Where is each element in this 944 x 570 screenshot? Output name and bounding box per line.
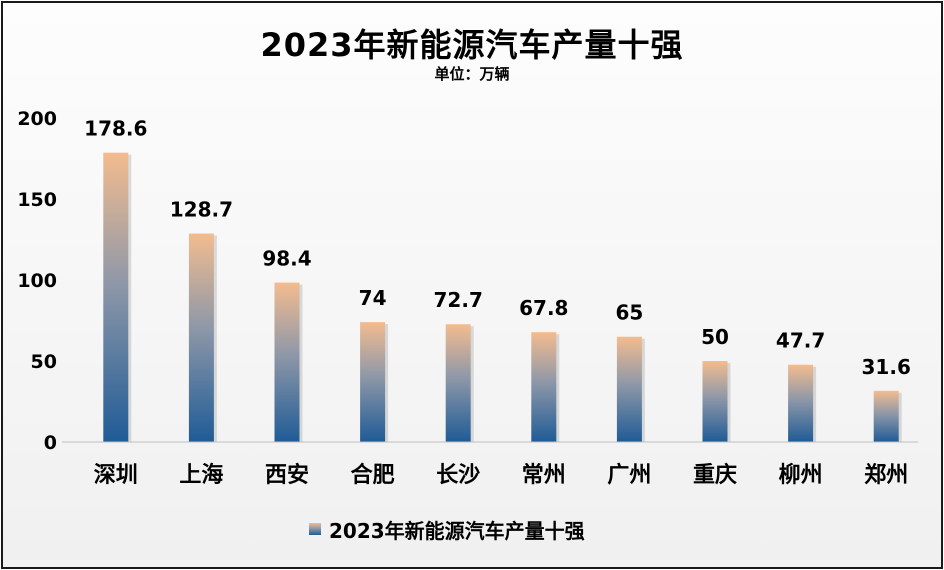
y-tick-label: 100 <box>17 270 57 292</box>
data-label: 178.6 <box>84 117 147 141</box>
y-tick-label: 200 <box>17 108 57 130</box>
bar-合肥 <box>360 322 386 442</box>
x-tick-label: 深圳 <box>94 463 138 488</box>
bar-上海 <box>188 233 214 442</box>
bar-series <box>103 152 902 442</box>
bar-郑州 <box>873 390 899 442</box>
x-tick-label: 柳州 <box>779 462 823 488</box>
bar-西安 <box>274 282 300 442</box>
x-tick-label: 重庆 <box>693 462 737 488</box>
bar-长沙 <box>445 324 471 442</box>
bar-广州 <box>616 336 642 442</box>
y-axis: 0 50 100 150 200 <box>17 108 57 454</box>
data-label: 128.7 <box>170 198 233 222</box>
y-tick-label: 50 <box>31 351 57 373</box>
data-label: 74 <box>359 286 387 310</box>
chart-subtitle: 单位：万辆 <box>434 65 510 83</box>
bar-重庆 <box>702 361 728 442</box>
y-tick-label: 0 <box>44 432 57 454</box>
x-tick-label: 上海 <box>179 462 223 488</box>
data-label: 65 <box>615 301 643 325</box>
x-tick-label: 郑州 <box>864 463 908 488</box>
data-label: 67.8 <box>519 296 568 320</box>
legend: 2023年新能源汽车产量十强 <box>309 517 585 543</box>
data-label: 47.7 <box>776 329 825 353</box>
x-tick-label: 西安 <box>265 462 309 488</box>
data-label: 31.6 <box>862 355 911 379</box>
x-tick-label: 常州 <box>522 462 566 488</box>
data-label: 50 <box>701 325 729 349</box>
bar-深圳 <box>103 152 129 442</box>
chart-title: 2023年新能源汽车产量十强 <box>260 26 684 64</box>
data-label: 72.7 <box>434 288 483 312</box>
data-label: 98.4 <box>262 247 311 271</box>
y-tick-label: 150 <box>17 189 57 211</box>
legend-swatch <box>309 523 321 535</box>
x-axis: 深圳 上海 西安 合肥 长沙 常州 广州 重庆 柳州 郑州 <box>62 441 918 488</box>
x-tick-label: 长沙 <box>436 463 480 488</box>
data-labels: 178.6 128.7 98.4 74 72.7 67.8 65 50 47.7 31.6 <box>84 117 911 379</box>
bar-常州 <box>531 332 557 442</box>
legend-label: 2023年新能源汽车产量十强 <box>329 518 585 543</box>
x-tick-label: 合肥 <box>351 462 395 488</box>
x-tick-label: 广州 <box>607 462 651 488</box>
bar-柳州 <box>788 364 814 442</box>
